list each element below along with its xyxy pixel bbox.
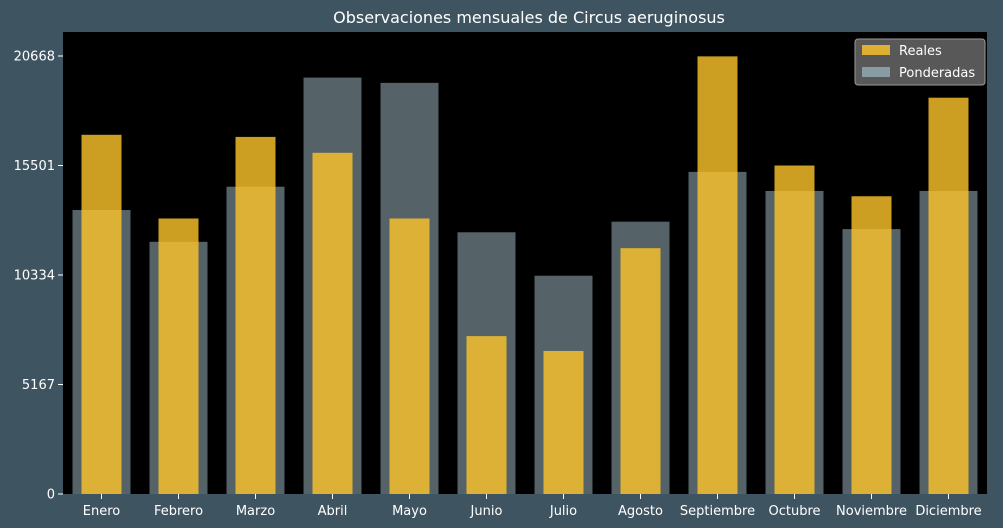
x-tick-label-6: Julio — [549, 504, 577, 519]
y-tick-label-4: 20668 — [14, 49, 55, 64]
legend-swatch-reales — [862, 45, 890, 55]
series-reales — [81, 56, 969, 495]
x-tick-label-9: Octubre — [768, 504, 820, 519]
y-tick-label-2: 10334 — [14, 268, 55, 283]
x-tick-label-8: Septiembre — [680, 504, 755, 519]
x-tick-label-10: Noviembre — [836, 504, 907, 519]
legend-label-ponderadas: Ponderadas — [899, 66, 975, 81]
x-tick-label-0: Enero — [83, 504, 121, 519]
bar-reales-0 — [81, 134, 122, 494]
bar-reales-5 — [466, 336, 507, 494]
x-tick-label-7: Agosto — [618, 504, 663, 519]
bar-reales-2 — [235, 136, 276, 494]
x-tick-label-11: Diciembre — [915, 504, 981, 519]
bar-reales-9 — [774, 165, 815, 494]
x-tick-label-3: Abril — [318, 504, 348, 519]
y-tick-label-0: 0 — [47, 488, 55, 503]
y-tick-label-3: 15501 — [14, 159, 55, 174]
bar-reales-6 — [543, 350, 584, 494]
y-tick-label-1: 5167 — [22, 378, 55, 393]
bar-reales-10 — [851, 196, 892, 495]
x-tick-label-5: Junio — [470, 504, 503, 519]
bar-reales-11 — [928, 97, 969, 494]
plot-area — [63, 32, 987, 494]
legend-swatch-ponderadas — [862, 67, 890, 77]
bar-reales-3 — [312, 152, 353, 495]
bar-reales-1 — [158, 218, 199, 494]
x-tick-label-2: Marzo — [236, 504, 275, 519]
x-tick-label-1: Febrero — [154, 504, 203, 519]
bar-reales-7 — [620, 248, 661, 494]
y-axis: 0 5167 10334 15501 20668 — [14, 49, 63, 503]
chart-title: Observaciones mensuales de Circus aerugi… — [333, 8, 725, 27]
x-axis: Enero Febrero Marzo Abril Mayo Junio Julio Agos… — [83, 494, 982, 519]
bar-reales-4 — [389, 218, 430, 494]
x-tick-label-4: Mayo — [392, 504, 427, 519]
legend-label-reales: Reales — [899, 44, 942, 59]
legend: Reales Ponderadas — [854, 38, 986, 86]
bar-reales-8 — [697, 56, 738, 495]
